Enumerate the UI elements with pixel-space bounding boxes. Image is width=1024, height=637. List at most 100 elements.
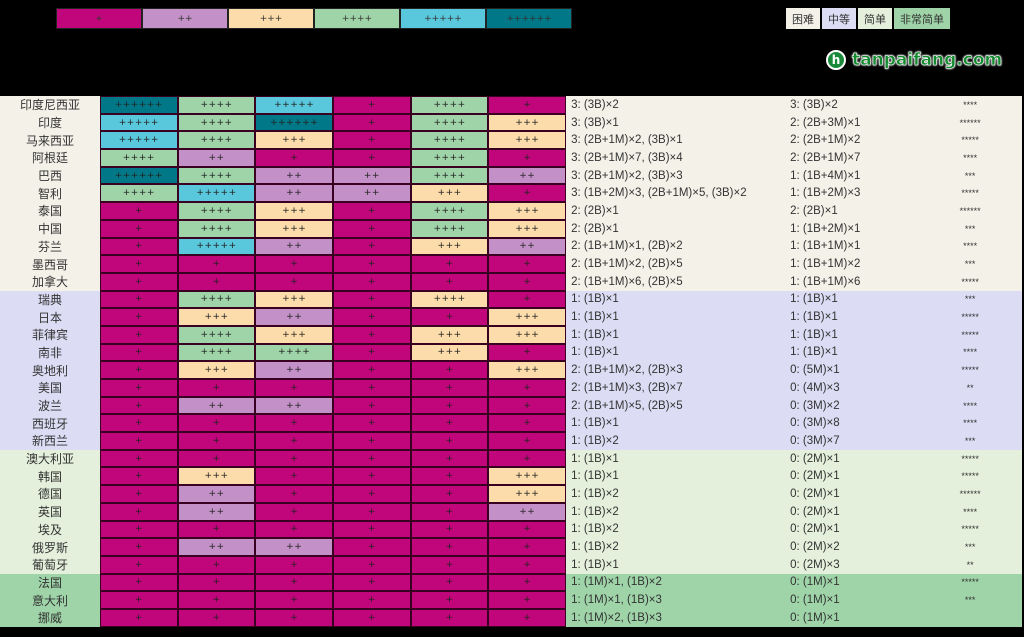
legend-level-4: ++++ — [314, 8, 400, 29]
rating-cell: + — [177, 414, 256, 433]
level-legend: + ++ +++ ++++ +++++ ++++++ — [56, 8, 572, 29]
star-rating: *** — [964, 259, 976, 270]
minimum-text: 2: (2B+3M)×1 — [790, 116, 861, 129]
star-rating: **** — [963, 152, 978, 163]
combination-text: 1: (1B)×1 — [571, 293, 619, 306]
rating-cell: +++++ — [100, 113, 178, 132]
rating-cell: ++ — [488, 502, 567, 521]
rating-cell: ++++ — [177, 131, 256, 150]
rating-cell: + — [177, 608, 256, 627]
rating-cell: + — [255, 467, 334, 486]
row-info: 1: (1M)×1, (1B)×3 0: (1M)×1 *** — [566, 591, 1022, 609]
rating-cell: + — [333, 131, 411, 150]
rating-cell: + — [100, 379, 178, 397]
star-rating: ***** — [961, 453, 979, 464]
rating-cell: + — [410, 591, 489, 609]
row-info: 3: (3B)×1 2: (2B+3M)×1 ****** — [566, 113, 1022, 132]
table-row: 泰国 + ++++ +++ + ++++ +++ 2: (2B)×1 2: (2B)×1 ****… — [0, 202, 1022, 220]
rating-cell: ++++ — [410, 219, 489, 238]
rating-cell: + — [333, 538, 411, 556]
rating-cell: ++++ — [177, 202, 256, 220]
table-row: 阿根廷 ++++ ++ + + ++++ +3: (2B+1M)×7, (3B)×4 2: (… — [0, 149, 1022, 167]
rating-cell: ++ — [255, 308, 334, 326]
combination-text: 2: (1B+1M)×5, (2B)×5 — [571, 399, 683, 412]
rating-cell: ++++++ — [255, 113, 334, 132]
table-row: 意大利 + + + + + +1: (1M)×1, (1B)×3 0: (1M)×1 *** — [0, 591, 1022, 609]
watermark-logo-icon: h — [826, 50, 846, 70]
minimum-text: 1: (1B+1M)×6 — [790, 275, 861, 288]
rating-cell: + — [177, 520, 256, 539]
country-name: 韩国 — [0, 467, 100, 486]
rating-cell: ++++ — [177, 219, 256, 238]
combination-text: 2: (1B+1M)×2, (2B)×5 — [571, 258, 683, 271]
combination-text: 3: (3B)×1 — [571, 116, 619, 129]
rating-cell: + — [488, 414, 567, 433]
star-rating: ***** — [961, 188, 979, 199]
rating-cell: ++++ — [177, 343, 256, 362]
rating-cell: + — [333, 573, 411, 592]
rating-cell: + — [100, 290, 178, 309]
rating-cell: ++++ — [177, 290, 256, 309]
country-name: 美国 — [0, 379, 100, 397]
rating-cell: ++++ — [100, 149, 178, 167]
rating-cell: + — [333, 361, 411, 379]
rating-cell: + — [488, 272, 567, 291]
rating-cell: + — [100, 449, 178, 468]
rating-cell: ++++++ — [100, 166, 178, 185]
minimum-text: 0: (2M)×1 — [790, 487, 840, 500]
table-row: 新西兰 + + + + + +1: (1B)×2 0: (3M)×7 *** — [0, 432, 1022, 450]
minimum-text: 1: (1B+1M)×1 — [790, 240, 861, 253]
rating-cell: + — [410, 608, 489, 627]
combination-text: 1: (1B)×2 — [571, 487, 619, 500]
rating-cell: +++ — [488, 467, 567, 486]
rating-cell: +++ — [488, 361, 567, 379]
table-row: 日本 + +++ ++ + + +++ 1: (1B)×1 1: (1B)×1 ***** — [0, 308, 1022, 326]
row-info: 1: (1M)×1, (1B)×2 0: (1M)×1 ***** — [566, 573, 1022, 592]
rating-cell: + — [410, 449, 489, 468]
rating-cell: + — [488, 184, 567, 203]
combination-text: 1: (1B)×2 — [571, 541, 619, 554]
row-info: 1: (1M)×2, (1B)×3 0: (1M)×1 — [566, 608, 1022, 627]
country-name: 马来西亚 — [0, 131, 100, 150]
rating-cell: + — [100, 485, 178, 503]
star-rating: ***** — [961, 577, 979, 588]
rating-cell: +++ — [488, 219, 567, 238]
rating-cell: ++++ — [410, 131, 489, 150]
rating-cell: + — [488, 149, 567, 167]
minimum-text: 1: (1B+1M)×2 — [790, 258, 861, 271]
star-rating: ***** — [961, 471, 979, 482]
rating-cell: + — [100, 308, 178, 326]
rating-cell: + — [333, 202, 411, 220]
rating-cell: + — [410, 255, 489, 273]
rating-cell: + — [333, 379, 411, 397]
rating-cell: + — [488, 538, 567, 556]
minimum-text: 0: (2M)×1 — [790, 523, 840, 536]
combination-text: 1: (1B)×2 — [571, 523, 619, 536]
rating-cell: + — [410, 396, 489, 415]
row-info: 1: (1B)×1 1: (1B)×1 *** — [566, 290, 1022, 309]
rating-cell: + — [333, 272, 411, 291]
row-info: 1: (1B)×1 0: (2M)×3 ** — [566, 555, 1022, 574]
rating-cell: + — [100, 502, 178, 521]
legend-group: 非常简单 — [894, 8, 950, 29]
row-info: 1: (1B)×1 1: (1B)×1 ***** — [566, 308, 1022, 326]
star-rating: ***** — [961, 312, 979, 323]
rating-cell: + — [410, 555, 489, 574]
rating-cell: + — [177, 432, 256, 450]
star-rating: ****** — [959, 205, 981, 216]
legend-level-6: ++++++ — [486, 8, 572, 29]
country-name: 意大利 — [0, 591, 100, 609]
rating-cell: ++ — [255, 538, 334, 556]
star-rating: ***** — [961, 135, 979, 146]
row-info: 2: (1B+1M)×1, (2B)×2 1: (1B+1M)×1 **** — [566, 237, 1022, 256]
legend-group: 中等 — [822, 8, 856, 29]
country-name: 智利 — [0, 184, 100, 203]
rating-cell: + — [488, 449, 567, 468]
combination-text: 1: (1B)×1 — [571, 328, 619, 341]
table-row: 巴西 ++++++ ++++ ++ ++ ++++ ++ 3: (2B+1M)×2, (3B)… — [0, 166, 1022, 185]
combination-text: 1: (1B)×1 — [571, 311, 619, 324]
rating-cell: +++ — [410, 184, 489, 203]
rating-cell: ++++ — [177, 113, 256, 132]
row-info: 3: (1B+2M)×3, (2B+1M)×5, (3B)×2 1: (1B+2M… — [566, 184, 1022, 203]
rating-cell: + — [255, 432, 334, 450]
